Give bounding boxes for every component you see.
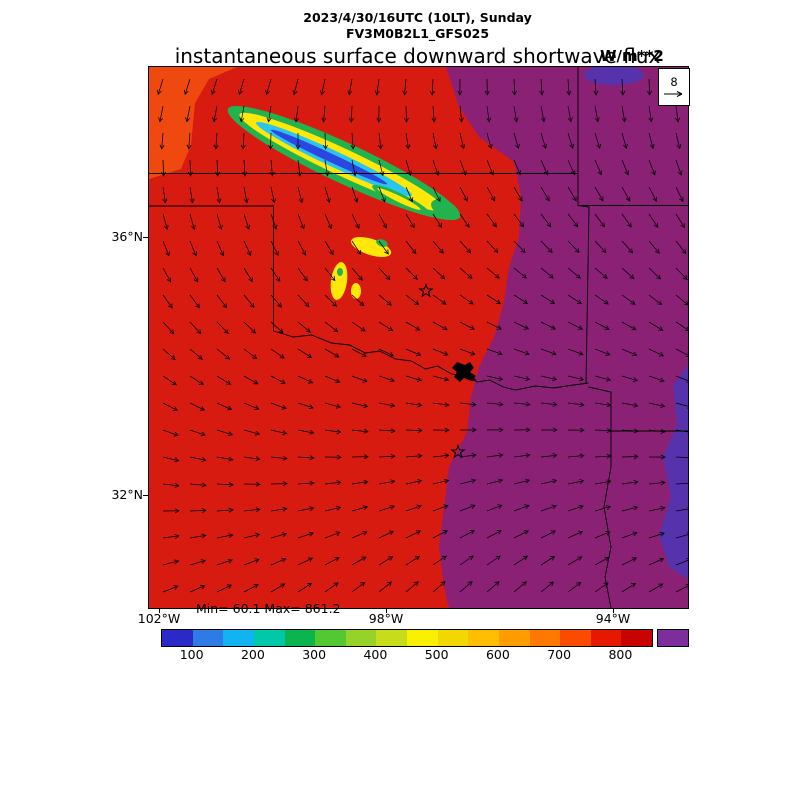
reference-arrow-icon <box>664 90 683 97</box>
colorbar-tick-label: 300 <box>302 647 327 662</box>
colorbar-segment <box>192 630 224 646</box>
state-borders <box>149 67 688 608</box>
colorbar-segment <box>376 630 407 646</box>
colorbar-over-range-swatch <box>657 629 689 647</box>
colorbar-segment <box>437 630 469 646</box>
colorbar-segment <box>560 630 591 646</box>
colorbar-segment <box>529 630 561 646</box>
wind-arrow-paths <box>156 78 688 593</box>
colorbar-segment <box>315 630 346 646</box>
valid-time-label: 2023/4/30/16UTC (10LT), Sunday <box>303 10 532 25</box>
colorbar-tick-labels: 100 200 300 400 500 600 700 800 <box>161 647 651 663</box>
vector-reference-value: 8 <box>670 74 678 89</box>
city-markers <box>418 282 466 459</box>
latitude-label: 36°N <box>111 229 143 244</box>
colorbar-tick-label: 100 <box>179 647 204 662</box>
colorbar-tick-label: 500 <box>424 647 449 662</box>
colorbar-tick-label: 600 <box>485 647 510 662</box>
longitude-label: 102°W <box>137 611 181 626</box>
colorbar <box>161 629 653 647</box>
colorbar-segment <box>253 630 285 646</box>
wind-vectors <box>156 78 688 593</box>
colorbar-segment <box>468 630 499 646</box>
latitude-tick <box>143 495 148 496</box>
min-max-label: Min= 60.1 Max= 861.2 <box>196 601 341 616</box>
colorbar-segment <box>407 630 438 646</box>
colorbar-tick-label: 400 <box>363 647 388 662</box>
colorbar-segment <box>345 630 377 646</box>
colorbar-tick-label: 700 <box>547 647 572 662</box>
longitude-tick <box>613 608 614 613</box>
latitude-tick <box>143 237 148 238</box>
flux-map-figure <box>149 67 688 608</box>
colorbar-segment <box>162 630 193 646</box>
model-run-label: FV3M0B2L1_GFS025 <box>345 26 490 41</box>
colorbar-segment <box>498 630 530 646</box>
page-title: instantaneous surface downward shortwave… <box>174 44 661 68</box>
longitude-label: 94°W <box>595 611 631 626</box>
flux-field <box>149 67 688 608</box>
vector-reference-box: 8 <box>658 68 690 106</box>
longitude-label: 98°W <box>368 611 404 626</box>
colorbar-tick-label: 200 <box>240 647 265 662</box>
longitude-tick <box>386 608 387 613</box>
map-panel <box>148 66 689 609</box>
colorbar-tick-label: 800 <box>608 647 633 662</box>
colorbar-segment <box>621 630 652 646</box>
latitude-label: 32°N <box>111 487 143 502</box>
units-label: W/m**2 <box>600 47 664 65</box>
colorbar-segment <box>223 630 254 646</box>
colorbar-segment <box>590 630 622 646</box>
colorbar-segment <box>284 630 316 646</box>
longitude-tick <box>159 608 160 613</box>
